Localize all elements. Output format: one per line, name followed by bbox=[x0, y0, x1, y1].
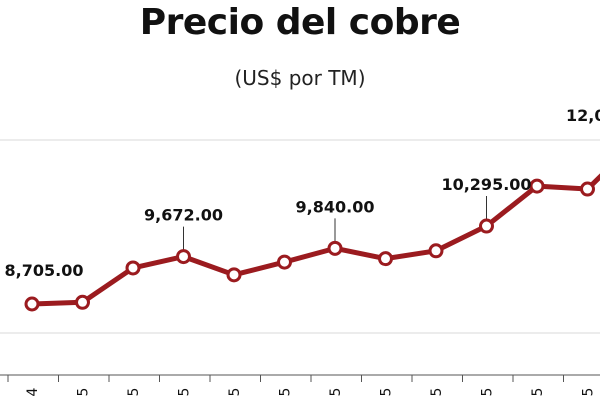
data-point bbox=[226, 267, 242, 283]
x-tick-label: 5 bbox=[278, 388, 294, 397]
x-tick-label: 5 bbox=[126, 388, 142, 397]
x-tick-label: 4 bbox=[25, 387, 41, 396]
data-point bbox=[479, 218, 494, 234]
data-label: 9,672.00 bbox=[144, 206, 223, 225]
data-point bbox=[428, 243, 444, 259]
x-tick-label: 5 bbox=[581, 388, 597, 397]
series-layer bbox=[29, 173, 600, 307]
data-point bbox=[24, 296, 40, 312]
data-point bbox=[529, 178, 545, 194]
x-tick-label: 5 bbox=[379, 388, 395, 397]
data-point bbox=[75, 294, 90, 310]
data-label: 12,0 bbox=[566, 106, 600, 125]
data-point bbox=[327, 240, 343, 256]
data-point bbox=[176, 249, 191, 265]
x-tick-label: 5 bbox=[480, 388, 496, 397]
x-tick-label: 5 bbox=[530, 388, 546, 397]
data-point bbox=[277, 254, 292, 270]
x-tick-label: 5 bbox=[227, 388, 243, 397]
x-tick-label: 5 bbox=[429, 388, 445, 397]
series-line bbox=[29, 173, 600, 307]
x-axis: 4 5 5 5 5 5 5 5 5 5 5 5 bbox=[0, 374, 600, 397]
x-tick-label: 5 bbox=[328, 388, 344, 397]
data-point bbox=[378, 251, 393, 267]
data-point bbox=[580, 181, 595, 197]
gridlines bbox=[0, 139, 600, 334]
chart-title: Precio del cobre bbox=[139, 2, 461, 43]
chart-subtitle: (US$ por TM) bbox=[234, 66, 366, 90]
label-leaders bbox=[183, 196, 487, 250]
data-label: 10,295.00 bbox=[441, 175, 531, 194]
data-labels-layer: 8,705.00 9,672.00 9,840.00 10,295.00 12,0 bbox=[5, 106, 600, 280]
points-layer bbox=[24, 178, 595, 312]
data-point bbox=[125, 260, 141, 276]
x-tick-label: 5 bbox=[177, 388, 193, 397]
data-label: 9,840.00 bbox=[296, 197, 375, 216]
data-label: 8,705.00 bbox=[5, 261, 84, 280]
x-tick-label: 5 bbox=[76, 388, 92, 397]
